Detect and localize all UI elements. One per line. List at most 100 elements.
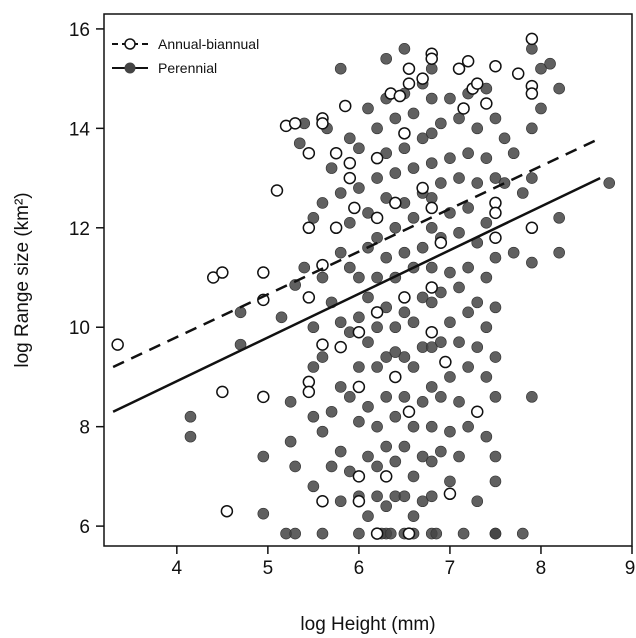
perennial-point: [498, 177, 511, 189]
perennial-point: [307, 321, 320, 334]
perennial-point: [444, 207, 456, 219]
perennial-point: [389, 346, 402, 358]
annual-biannual-point: [525, 87, 539, 100]
perennial-point: [398, 490, 411, 503]
annual-biannual-point: [216, 266, 229, 279]
perennial-point: [289, 527, 301, 540]
perennial-point: [416, 396, 429, 408]
perennial-point: [462, 202, 474, 214]
perennial-point: [325, 162, 338, 174]
perennial-point: [307, 361, 320, 373]
annual-biannual-point: [416, 181, 429, 195]
perennial-point: [343, 132, 356, 145]
perennial-point: [553, 246, 565, 259]
perennial-point: [480, 321, 493, 334]
perennial-point: [371, 490, 383, 503]
perennial-point: [416, 132, 429, 145]
x-axis-title: log Height (mm): [300, 614, 435, 635]
perennial-point: [480, 371, 493, 383]
perennial-point: [307, 480, 320, 493]
annual-biannual-point: [398, 291, 411, 304]
perennial-point: [453, 112, 465, 125]
perennial-point: [398, 391, 411, 403]
perennial-point: [257, 450, 270, 463]
annual-biannual-point: [270, 184, 284, 197]
perennial-point: [435, 445, 447, 458]
fit-lines: [112, 137, 601, 413]
perennial-point: [516, 527, 529, 540]
perennial-point: [425, 127, 438, 140]
perennial-point: [444, 371, 456, 383]
perennial-point: [398, 142, 411, 155]
perennial-point: [389, 455, 402, 468]
perennial-point: [407, 316, 420, 329]
perennial-point: [353, 311, 365, 324]
annual-biannual-point: [511, 67, 525, 80]
annual-biannual-point: [370, 306, 384, 319]
annual-biannual-point: [257, 266, 270, 279]
perennial-point: [380, 351, 393, 363]
annual-biannual-point: [329, 221, 343, 235]
perennial-point: [398, 43, 411, 55]
perennial-point: [480, 430, 493, 443]
perennial-point: [430, 527, 443, 540]
perennial-point: [453, 226, 465, 239]
annual-biannual-point: [402, 527, 416, 540]
perennial-point: [498, 132, 511, 145]
perennial-point: [471, 296, 484, 309]
perennial-point: [489, 527, 502, 540]
perennial-point: [603, 177, 616, 189]
y-tick-label: 6: [79, 517, 90, 538]
perennial-point: [389, 112, 402, 125]
annual-biannual-point: [425, 201, 438, 215]
perennial-point: [316, 351, 329, 363]
annual-biannual-point: [343, 171, 357, 185]
perennial-point: [407, 420, 420, 433]
perennial-point: [380, 391, 393, 403]
x-tick-label: 6: [354, 558, 365, 579]
perennial-point: [398, 306, 411, 319]
annual-biannual-point: [379, 470, 393, 483]
perennial-point: [380, 440, 393, 453]
x-axis: 4 5 6 7 8 9: [172, 546, 635, 579]
perennial-point: [371, 172, 383, 184]
perennial-point: [362, 336, 374, 348]
perennial-point: [316, 197, 329, 209]
plot-frame: [103, 13, 633, 547]
perennial-point: [343, 261, 356, 274]
perennial-point: [526, 391, 538, 403]
perennial-point: [407, 212, 420, 224]
annual-biannual-point: [402, 62, 416, 75]
perennial-point: [371, 460, 383, 473]
annual-biannual-point: [443, 487, 457, 501]
perennial-point: [184, 410, 197, 423]
perennial-point: [526, 122, 538, 135]
annual-biannual-point: [434, 236, 448, 249]
perennial-point: [353, 182, 365, 194]
annual-biannual-point: [216, 385, 229, 399]
perennial-point: [453, 450, 465, 463]
perennial-point: [435, 177, 447, 189]
annual-biannual-point: [489, 59, 502, 73]
annual-biannual-point: [348, 201, 361, 215]
perennial-point: [471, 495, 484, 508]
perennial-fit-line: [112, 176, 601, 413]
annual-biannual-point: [316, 495, 329, 508]
legend: Annual-biannual Perennial: [112, 36, 259, 76]
perennial-point: [307, 212, 320, 224]
perennial-point: [362, 510, 374, 522]
annual-biannual-point: [489, 206, 502, 220]
annual-biannual-point: [257, 390, 270, 404]
perennial-point: [316, 425, 329, 438]
annual-biannual-point: [329, 146, 343, 160]
y-tick-label: 12: [69, 219, 90, 240]
annual-biannual-point: [352, 325, 366, 339]
perennial-point: [380, 500, 393, 513]
annual-biannual-point: [425, 281, 438, 294]
perennial-point: [289, 460, 301, 473]
annual-biannual-point: [302, 291, 316, 304]
perennial-point: [489, 172, 502, 184]
y-tick-label: 10: [69, 318, 90, 339]
perennial-point: [398, 440, 411, 453]
perennial-point: [389, 410, 402, 423]
